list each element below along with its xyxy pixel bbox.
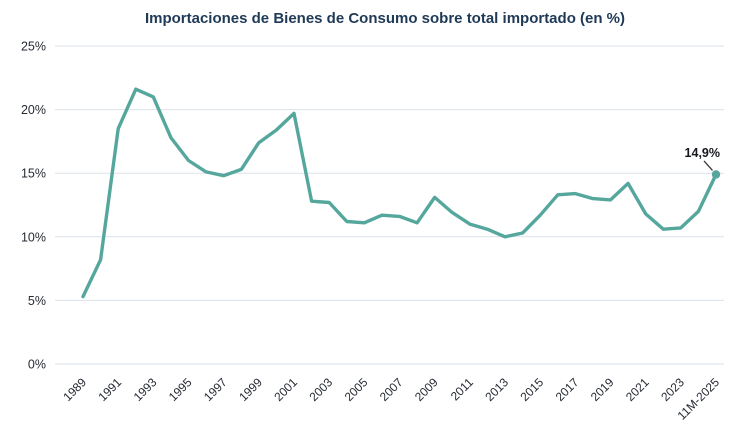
y-axis-tick-label: 15% [21,167,46,181]
x-axis-tick-label: 2017 [553,375,582,404]
x-axis-tick-label: 2007 [377,375,406,404]
x-axis-tick-label: 2013 [482,375,511,404]
x-axis-tick-label: 1989 [60,375,89,404]
x-axis-tick-label: 2023 [658,375,687,404]
x-axis-tick-label: 1995 [166,375,195,404]
y-axis-tick-label: 20% [21,103,46,117]
x-axis-tick-label: 2001 [271,375,300,404]
annotation-leader-line [703,160,713,171]
x-axis-tick-label: 2005 [342,375,371,404]
y-axis-tick-label: 5% [28,294,46,308]
x-axis-tick-label: 2011 [448,375,476,403]
x-axis-tick-label: 1993 [131,375,160,404]
last-point-marker [711,170,721,179]
chart-title: Importaciones de Bienes de Consumo sobre… [145,10,625,27]
x-axis-tick-label: 1999 [236,375,265,404]
x-axis-tick-label: 2021 [623,375,652,404]
x-axis-tick-label: 2015 [518,375,547,404]
x-axis-tick-label: 2003 [307,375,336,404]
chart-plot-area: 0% 5% 10% 15% 20% 25% 1989 1991 1993 1995 1997 1999… [21,40,724,423]
y-axis-tick-label: 0% [28,358,46,372]
x-axis-tick-label: 1997 [201,375,230,404]
last-point-annotation: 14,9% [685,146,720,160]
data-series-line [81,87,718,299]
y-axis-tick-label: 25% [21,40,46,54]
x-axis-tick-label: 2009 [412,375,441,404]
x-axis-tick-label: 2019 [588,375,617,404]
x-axis-tick-label: 1991 [96,375,125,404]
y-axis-tick-label: 10% [21,230,46,244]
